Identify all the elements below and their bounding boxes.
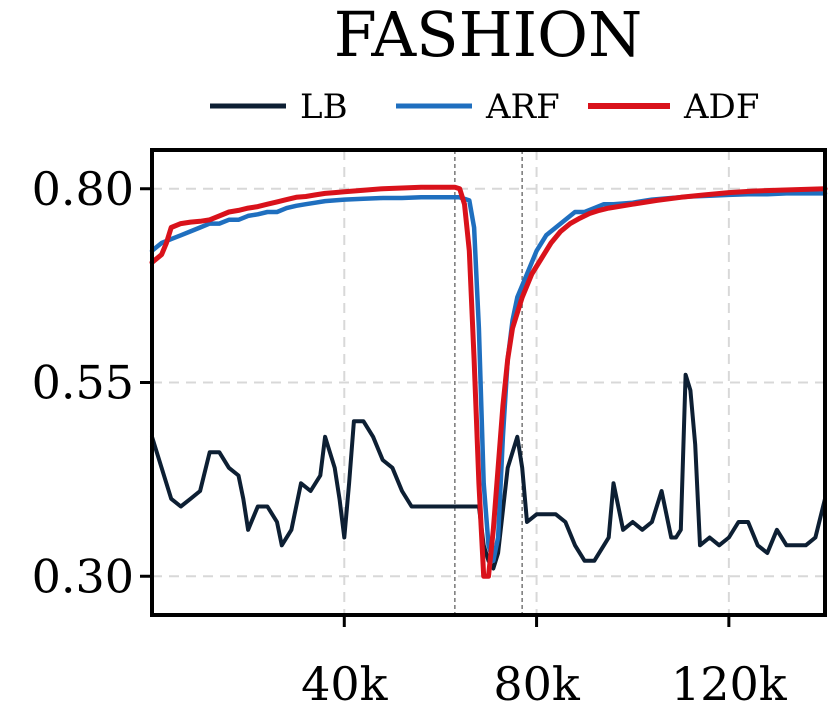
vertical-markers bbox=[454, 150, 523, 615]
y-tick-label-1: 0.55 bbox=[32, 356, 134, 410]
series-lines bbox=[149, 184, 828, 579]
legend-label-lb: LB bbox=[300, 87, 348, 127]
x-axis: 40k 80k 120k bbox=[301, 615, 788, 711]
y-tick-label-2: 0.80 bbox=[32, 162, 134, 216]
series-line-adf bbox=[149, 184, 828, 579]
legend-label-arf: ARF bbox=[485, 87, 560, 127]
x-tick-label-1: 80k bbox=[493, 657, 581, 711]
y-axis: 0.30 0.55 0.80 bbox=[32, 162, 152, 603]
grid bbox=[152, 150, 825, 615]
chart-title: FASHION bbox=[334, 0, 643, 71]
legend: LB ARF ADF bbox=[210, 87, 759, 127]
y-tick-label-0: 0.30 bbox=[32, 549, 134, 603]
x-tick-label-0: 40k bbox=[301, 657, 389, 711]
legend-label-adf: ADF bbox=[683, 87, 759, 127]
series-line-arf bbox=[149, 191, 828, 564]
x-tick-label-2: 120k bbox=[671, 657, 788, 711]
